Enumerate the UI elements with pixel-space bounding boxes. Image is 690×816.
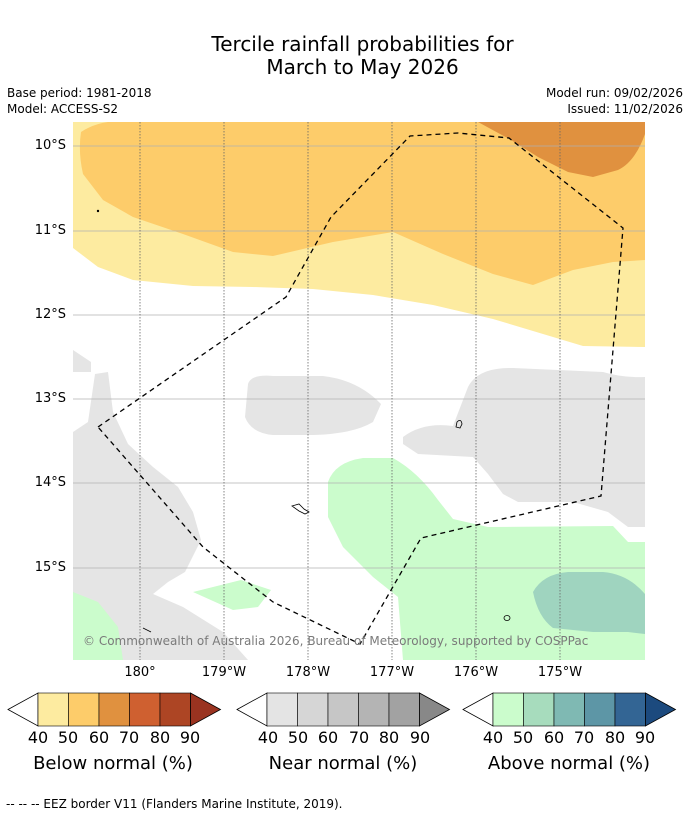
near-colorbar-segment-3 xyxy=(358,692,390,727)
near-normal-region-west-coast xyxy=(73,372,248,660)
lon-label-175w: 175°W xyxy=(537,665,583,680)
lat-gridlines xyxy=(73,145,645,569)
above-colorbar-segment-2 xyxy=(553,692,585,727)
below-tick-60: 60 xyxy=(88,728,110,747)
above-colorbar-segment-0 xyxy=(492,692,524,727)
near-normal-region-east-edge xyxy=(641,440,645,482)
above-colorbar-high-arrow xyxy=(645,692,677,727)
model-run-date: Model run: 09/02/2026 xyxy=(545,86,683,100)
near-tick-50: 50 xyxy=(287,728,309,747)
below-tick-40: 40 xyxy=(27,728,49,747)
lon-label-177w: 177°W xyxy=(369,665,415,680)
near-tick-80: 80 xyxy=(378,728,400,747)
near-tick-40: 40 xyxy=(257,728,279,747)
island-southwest xyxy=(142,627,152,633)
near-colorbar-high-arrow xyxy=(419,692,451,727)
lat-label-10s: 10°S xyxy=(34,138,66,153)
above-normal-label: Above normal (%) xyxy=(487,753,651,774)
below-colorbar-low-arrow xyxy=(7,692,39,727)
above-tick-40: 40 xyxy=(482,728,504,747)
colorbars xyxy=(7,692,677,727)
lat-label-11s: 11°S xyxy=(34,223,66,238)
below-colorbar-segment-1 xyxy=(68,692,100,727)
below-normal-60-region xyxy=(478,122,645,177)
near-colorbar-segment-1 xyxy=(297,692,329,727)
above-colorbar-segment-3 xyxy=(584,692,616,727)
eez-footnote: -- -- -- EEZ border V11 (Flanders Marine… xyxy=(6,797,343,811)
lon-label-180: 180° xyxy=(124,665,156,680)
below-tick-80: 80 xyxy=(149,728,171,747)
lat-label-14s: 14°S xyxy=(34,475,66,490)
lat-label-15s: 15°S xyxy=(34,560,66,575)
near-colorbar-segment-0 xyxy=(266,692,298,727)
above-normal-region-southwest xyxy=(73,592,123,660)
below-colorbar-segment-0 xyxy=(37,692,69,727)
lat-label-13s: 13°S xyxy=(34,391,66,406)
issued-date: Issued: 11/02/2026 xyxy=(567,102,683,116)
above-tick-70: 70 xyxy=(573,728,595,747)
near-normal-label: Near normal (%) xyxy=(268,753,418,774)
above-tick-90: 90 xyxy=(634,728,656,747)
lat-label-12s: 12°S xyxy=(34,307,66,322)
island-atoll-east xyxy=(455,420,463,429)
below-colorbar-high-arrow xyxy=(190,692,222,727)
near-colorbar-segment-2 xyxy=(327,692,359,727)
model-name: Model: ACCESS-S2 xyxy=(7,102,119,116)
near-normal-region-west xyxy=(73,350,91,372)
forecast-map: © Commonwealth of Australia 2026, Bureau… xyxy=(73,122,645,660)
colorbar-above-normal xyxy=(462,692,677,727)
base-period: Base period: 1981-2018 xyxy=(7,86,152,100)
below-normal-50-region xyxy=(79,122,645,285)
below-colorbar-segment-3 xyxy=(129,692,161,727)
near-tick-60: 60 xyxy=(317,728,339,747)
above-colorbar-low-arrow xyxy=(462,692,494,727)
island-outlines xyxy=(96,209,511,633)
below-normal-label: Below normal (%) xyxy=(33,753,193,774)
below-tick-50: 50 xyxy=(57,728,79,747)
colorbar-below-normal xyxy=(7,692,222,727)
near-tick-70: 70 xyxy=(348,728,370,747)
island-south xyxy=(503,615,511,621)
island-north-dot xyxy=(96,209,100,213)
lon-gridlines xyxy=(139,122,561,660)
lon-label-179w: 179°W xyxy=(201,665,247,680)
map-title-line2: March to May 2026 xyxy=(266,55,459,79)
above-tick-80: 80 xyxy=(604,728,626,747)
lon-label-176w: 176°W xyxy=(453,665,499,680)
near-colorbar-low-arrow xyxy=(236,692,268,727)
above-tick-50: 50 xyxy=(512,728,534,747)
near-colorbar-segment-4 xyxy=(388,692,420,727)
above-normal-region-west-small xyxy=(193,580,271,610)
below-tick-70: 70 xyxy=(118,728,140,747)
colorbar-near-normal xyxy=(236,692,451,727)
map-title-line1: Tercile rainfall probabilities for xyxy=(211,32,514,56)
copyright-notice: © Commonwealth of Australia 2026, Bureau… xyxy=(83,634,588,648)
below-tick-90: 90 xyxy=(179,728,201,747)
above-tick-60: 60 xyxy=(543,728,565,747)
lon-label-178w: 178°W xyxy=(285,665,331,680)
below-colorbar-segment-2 xyxy=(98,692,130,727)
above-normal-50-region xyxy=(533,572,645,634)
island-atoll-center xyxy=(291,503,310,515)
near-normal-region-east xyxy=(403,367,645,527)
above-colorbar-segment-1 xyxy=(523,692,555,727)
below-colorbar-segment-4 xyxy=(159,692,191,727)
near-tick-90: 90 xyxy=(409,728,431,747)
near-normal-region-center xyxy=(245,375,381,435)
above-colorbar-segment-4 xyxy=(614,692,646,727)
eez-border xyxy=(97,132,624,645)
